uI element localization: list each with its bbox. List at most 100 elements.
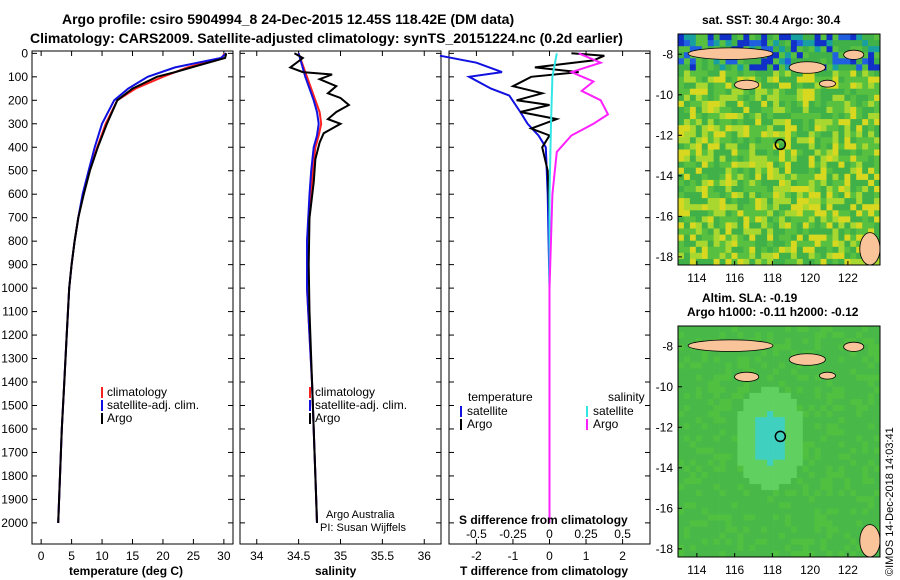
map-cell <box>761 435 768 442</box>
map-cell <box>868 34 875 41</box>
map-cell <box>802 520 810 527</box>
map-cell <box>814 344 821 351</box>
map-cell <box>731 435 738 442</box>
map-cell <box>725 58 732 65</box>
map-cell <box>832 70 839 77</box>
map-cell <box>868 332 875 339</box>
map-cell <box>874 380 881 388</box>
map-cell <box>796 338 804 345</box>
map-cell <box>844 106 851 114</box>
map-cell <box>755 368 762 376</box>
map-cell <box>743 252 750 260</box>
map-cell <box>862 76 869 84</box>
legend-title-salinity: salinity <box>608 390 645 404</box>
map-cell <box>743 234 750 242</box>
map-cell <box>767 362 774 369</box>
map-cell <box>802 40 810 47</box>
map-cell <box>719 478 726 485</box>
map-cell <box>779 210 786 217</box>
map-cell <box>808 386 815 394</box>
map-cell <box>874 228 881 235</box>
map-cell <box>695 228 703 235</box>
map-cell <box>678 240 685 248</box>
map-cell <box>678 46 685 53</box>
map-cell <box>773 113 780 120</box>
map-cell <box>814 149 821 156</box>
map-cell <box>862 64 869 71</box>
series-line-argo <box>57 53 228 523</box>
map-cell <box>749 392 756 400</box>
map-cell <box>784 222 792 229</box>
map-cell <box>713 478 720 485</box>
map-cell <box>832 514 839 521</box>
map-cell <box>784 344 792 351</box>
map-cell <box>773 58 780 65</box>
map-cell <box>725 240 732 248</box>
map-cell <box>868 496 875 503</box>
map-cell <box>826 52 833 59</box>
map-cell <box>713 40 720 47</box>
map-cell <box>820 459 827 467</box>
map-cell <box>820 192 827 199</box>
map-cell <box>767 76 774 84</box>
map-cell <box>755 173 762 181</box>
map-x-tick-label: 118 <box>763 563 782 577</box>
map-cell <box>743 502 750 509</box>
map-cell <box>755 234 762 242</box>
map-cell <box>701 58 709 65</box>
map-cell <box>713 417 720 424</box>
map-cell <box>826 94 833 102</box>
map-cell <box>820 362 827 369</box>
map-cell <box>790 411 798 418</box>
map-cell <box>689 252 697 260</box>
map-cell <box>761 508 768 515</box>
map-cell <box>838 520 845 527</box>
map-cell <box>725 447 732 455</box>
map-cell <box>689 496 697 503</box>
map-cell <box>808 222 815 229</box>
map-cell <box>868 447 875 455</box>
map-cell <box>802 82 810 90</box>
map-cell <box>767 332 774 339</box>
map-cell <box>689 417 697 424</box>
map-cell <box>862 514 869 521</box>
map-cell <box>719 88 726 96</box>
map-cell <box>784 441 792 448</box>
map-cell <box>814 131 821 138</box>
map-cell <box>713 490 720 497</box>
map-cell <box>820 496 827 503</box>
map-cell <box>826 113 833 120</box>
map-cell <box>850 484 857 491</box>
map-cell <box>874 338 881 345</box>
map-cell <box>761 106 768 114</box>
map-cell <box>856 179 863 187</box>
map-cell <box>683 526 691 534</box>
map-cell <box>773 447 780 455</box>
map-x-tick-label: 122 <box>838 271 858 285</box>
map-cell <box>731 167 738 175</box>
map-cell <box>862 106 869 114</box>
map-cell <box>790 88 798 96</box>
map-cell <box>695 82 703 90</box>
map-cell <box>749 538 756 546</box>
map-cell <box>755 210 762 217</box>
map-cell <box>802 137 810 144</box>
map-cell <box>695 186 703 193</box>
map-cell <box>779 453 786 461</box>
map-cell <box>844 240 851 248</box>
map-cell <box>689 34 697 41</box>
map-cell <box>868 368 875 376</box>
map-cell <box>767 441 774 448</box>
map-cell <box>808 125 815 132</box>
map-cell <box>856 338 863 345</box>
map-cell <box>826 70 833 77</box>
map-cell <box>689 131 697 138</box>
map-cell <box>820 423 827 430</box>
map-cell <box>832 447 839 455</box>
map-cell <box>790 429 798 436</box>
map-cell <box>737 326 744 333</box>
map-cell <box>850 502 857 509</box>
map-cell <box>844 70 851 77</box>
map-cell <box>784 119 792 126</box>
map-cell <box>820 100 827 108</box>
